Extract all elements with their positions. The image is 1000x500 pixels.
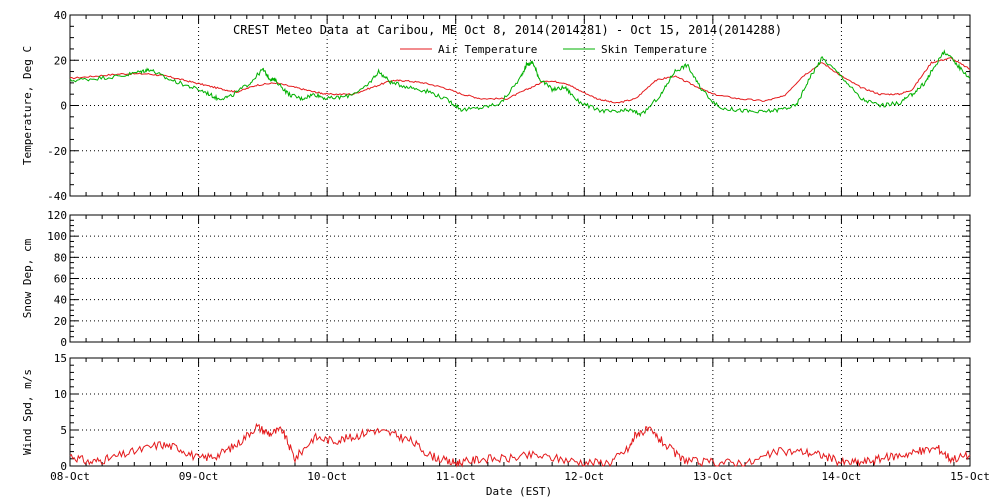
- temperature-series-skin-temperature: [69, 49, 971, 118]
- x-tick-label: 08-Oct: [50, 470, 90, 483]
- temperature-ytick-label: 20: [54, 54, 67, 67]
- legend-label-skin: Skin Temperature: [601, 43, 707, 56]
- snow-ytick-label: 0: [60, 336, 67, 349]
- x-tick-label: 13-Oct: [693, 470, 733, 483]
- snow-ytick-label: 80: [54, 251, 67, 264]
- x-tick-label: 15-Oct: [950, 470, 990, 483]
- chart-title: CREST Meteo Data at Caribou, ME Oct 8, 2…: [233, 23, 782, 37]
- wind-series-wind-speed: [69, 422, 971, 468]
- legend-label-air: Air Temperature: [438, 43, 537, 56]
- wind-ytick-label: 15: [54, 352, 67, 365]
- wind-speed-panel: 0 5 10 15 Wind Spd, m/s: [21, 352, 971, 473]
- temperature-series-air-temperature: [69, 57, 971, 104]
- snow-y-axis-label: Snow Dep, cm: [21, 238, 34, 318]
- temperature-ytick-label: 0: [60, 100, 67, 113]
- temperature-y-axis-label: Temperature, Deg C: [21, 46, 34, 165]
- temperature-ytick-label: -40: [47, 190, 67, 203]
- snow-ytick-label: 40: [54, 294, 67, 307]
- x-tick-label: 10-Oct: [307, 470, 347, 483]
- snow-ytick-label: 100: [47, 230, 67, 243]
- temperature-ytick-label: 40: [54, 9, 67, 22]
- snow-ytick-label: 120: [47, 209, 67, 222]
- x-axis-label: Date (EST): [486, 485, 552, 498]
- wind-y-axis-label: Wind Spd, m/s: [21, 369, 34, 455]
- x-tick-label: 11-Oct: [436, 470, 476, 483]
- x-tick-label: 09-Oct: [179, 470, 219, 483]
- legend: Air Temperature Skin Temperature: [400, 43, 707, 56]
- wind-ytick-label: 5: [60, 424, 67, 437]
- snow-ytick-label: 20: [54, 315, 67, 328]
- temperature-ytick-label: -20: [47, 145, 67, 158]
- x-tick-label: 12-Oct: [564, 470, 604, 483]
- x-tick-label: 14-Oct: [822, 470, 862, 483]
- wind-ytick-label: 10: [54, 388, 67, 401]
- snow-ytick-label: 60: [54, 273, 67, 286]
- snow-depth-panel: 0 20 40 60 80 100 120 Snow Dep, cm: [21, 209, 971, 349]
- x-tick-labels: 08-Oct 09-Oct 10-Oct 11-Oct 12-Oct 13-Oct 14-O…: [50, 470, 990, 483]
- temperature-panel: -40 -20 0 20 40 Temperature, Deg C: [21, 9, 971, 203]
- wind-ytick-label: 0: [60, 460, 67, 473]
